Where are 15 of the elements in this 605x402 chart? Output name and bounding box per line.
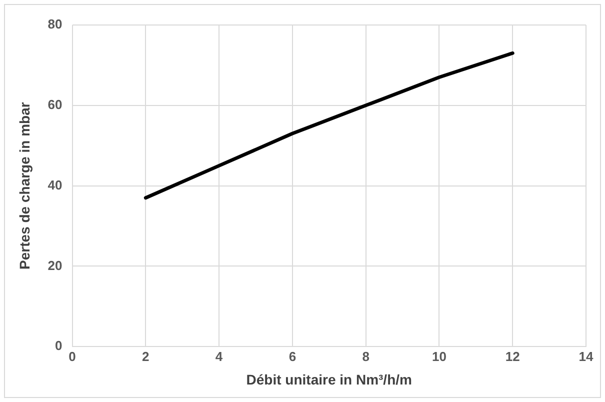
y-tick-label: 60 <box>48 96 62 112</box>
x-tick-label: 8 <box>362 348 370 364</box>
x-axis-title: Débit unitaire in Nm³/h/m <box>246 371 412 388</box>
y-tick-label: 20 <box>48 258 62 273</box>
y-axis-title: Pertes de charge in mbar <box>16 102 32 270</box>
x-tick-label: 12 <box>505 348 520 364</box>
x-tick-label: 0 <box>68 348 76 364</box>
x-tick-label: 10 <box>432 348 446 364</box>
x-tick-label: 4 <box>215 348 224 364</box>
y-tick-label: 80 <box>48 16 62 32</box>
x-tick-label: 2 <box>142 348 150 364</box>
y-tick-label: 0 <box>55 338 62 354</box>
x-tick-label: 6 <box>288 348 296 364</box>
x-tick-label: 14 <box>578 348 594 364</box>
y-tick-label: 40 <box>48 177 62 192</box>
